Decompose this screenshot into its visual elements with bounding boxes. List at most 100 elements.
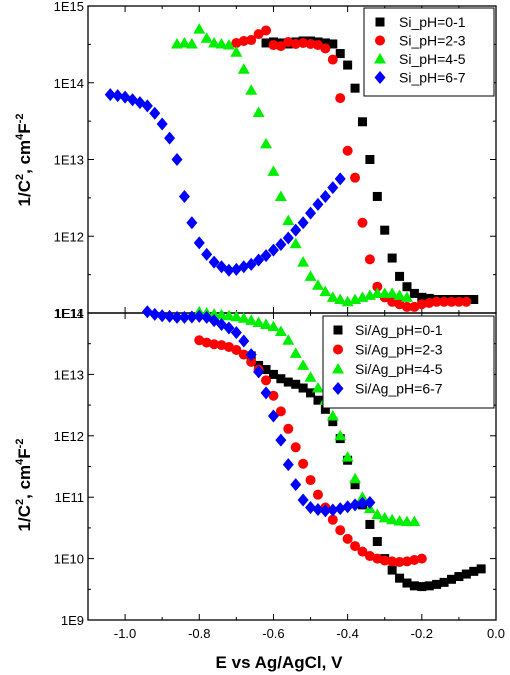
data-point — [275, 238, 287, 252]
data-point — [178, 310, 190, 324]
data-point — [208, 308, 221, 319]
series-3 — [171, 23, 413, 307]
data-point — [342, 500, 354, 514]
data-point — [268, 369, 278, 379]
x-axis-label: E vs Ag/AgCl, V — [216, 653, 344, 672]
data-point — [432, 579, 442, 589]
y-tick-label: 1E9 — [61, 613, 84, 628]
legend-box — [363, 7, 495, 97]
data-point — [267, 243, 279, 257]
x-tick-label: 0.0 — [487, 626, 505, 641]
y-tick-label: 1E10 — [54, 552, 84, 567]
data-point — [297, 256, 310, 267]
data-point — [387, 556, 398, 567]
data-point — [193, 23, 206, 34]
data-point — [461, 569, 471, 579]
data-point — [261, 375, 272, 386]
data-point — [290, 223, 302, 237]
data-point — [417, 582, 427, 592]
data-point — [245, 348, 257, 362]
data-point — [313, 395, 323, 405]
legend-label: Si_pH=2-3 — [399, 33, 466, 49]
data-point — [387, 253, 397, 263]
legend-label: Si/Ag_pH=0-1 — [355, 322, 443, 338]
data-point — [231, 344, 242, 355]
data-point — [395, 573, 405, 583]
legend-label: Si/Ag_pH=6-7 — [355, 381, 443, 397]
data-point — [282, 458, 294, 472]
data-point — [104, 88, 116, 102]
data-point — [334, 293, 347, 304]
data-point — [215, 37, 228, 49]
data-point — [253, 253, 265, 267]
data-point — [476, 564, 486, 574]
data-point — [439, 577, 449, 587]
data-point — [380, 225, 390, 235]
data-point — [193, 236, 205, 250]
data-point — [291, 379, 301, 389]
data-point — [267, 409, 279, 423]
data-point — [379, 555, 390, 566]
data-point — [335, 49, 345, 59]
y-tick-label: 1E12 — [54, 429, 84, 444]
data-point — [364, 254, 375, 265]
data-point — [275, 41, 286, 52]
data-point — [327, 514, 338, 525]
data-point — [230, 46, 243, 57]
data-point — [260, 137, 273, 149]
data-point — [424, 581, 434, 591]
data-point — [320, 43, 331, 54]
data-point — [305, 38, 316, 49]
data-point — [112, 89, 124, 103]
data-point — [276, 374, 286, 384]
legend-marker — [332, 363, 344, 374]
data-point — [297, 359, 310, 370]
legend-marker — [333, 344, 343, 355]
series-2 — [231, 25, 472, 312]
data-point — [439, 296, 450, 307]
x-tick-label: -0.6 — [262, 626, 284, 641]
data-point — [401, 556, 412, 567]
data-point — [306, 388, 316, 398]
data-point — [156, 117, 168, 131]
data-point — [149, 307, 161, 321]
data-point — [289, 237, 302, 249]
series-3 — [193, 305, 421, 527]
data-point — [282, 231, 294, 245]
data-point — [245, 314, 258, 325]
data-point — [350, 541, 361, 552]
data-point — [454, 572, 464, 582]
data-point — [253, 29, 264, 40]
data-point — [267, 165, 280, 176]
data-point — [387, 565, 397, 575]
data-point — [446, 574, 456, 584]
data-point — [290, 38, 301, 49]
data-point — [356, 491, 369, 502]
data-point — [260, 249, 272, 263]
data-point — [200, 32, 213, 43]
data-point — [246, 35, 257, 46]
y-tick-label: 1E12 — [54, 229, 84, 244]
y-tick-label: 1E11 — [55, 306, 84, 321]
data-point — [320, 38, 330, 48]
y-tick-label: 1E14 — [54, 306, 84, 321]
data-point — [409, 288, 419, 298]
data-point — [261, 365, 271, 375]
data-point — [171, 310, 183, 324]
data-point — [327, 54, 338, 65]
data-point — [282, 334, 295, 345]
data-point — [238, 334, 250, 348]
data-point — [393, 289, 406, 300]
legend-marker — [374, 71, 386, 84]
data-point — [311, 279, 324, 290]
data-point — [335, 525, 346, 536]
data-point — [328, 39, 338, 49]
data-point — [446, 296, 457, 307]
data-point — [223, 263, 235, 277]
data-point — [297, 493, 309, 507]
top-y-axis-label: 1/C2, cm4F-2 — [14, 114, 34, 207]
data-point — [364, 495, 376, 509]
data-point — [319, 285, 332, 297]
data-point — [378, 511, 391, 523]
